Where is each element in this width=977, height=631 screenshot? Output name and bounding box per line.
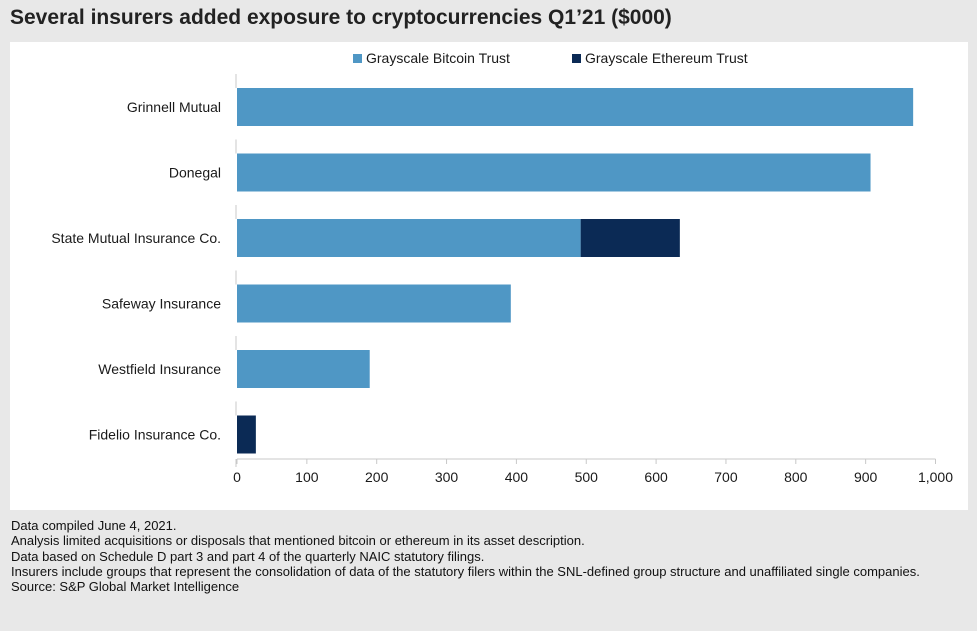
x-tick-label-5: 500 [575, 469, 599, 485]
bar-1-2 [580, 219, 680, 257]
bar-0-2 [237, 219, 581, 257]
x-tick-label-9: 900 [854, 469, 878, 485]
category-label-0: Grinnell Mutual [127, 99, 221, 115]
bar-0-3 [237, 284, 511, 323]
bar-0-4 [237, 350, 370, 388]
note-source: Source: S&P Global Market Intelligence [11, 579, 240, 595]
chart-title: Several insurers added exposure to crypt… [10, 6, 672, 29]
bar-0-0 [237, 88, 914, 126]
category-label-2: State Mutual Insurance Co. [51, 230, 221, 246]
legend-label-0: Grayscale Bitcoin Trust [366, 50, 510, 66]
x-tick-label-2: 200 [365, 469, 389, 485]
category-label-3: Safeway Insurance [102, 296, 221, 312]
x-tick-label-4: 400 [505, 469, 529, 485]
category-label-5: Fidelio Insurance Co. [89, 427, 221, 443]
bar-chart: Grayscale Bitcoin Trust Grayscale Ethereu… [51, 50, 953, 485]
x-tick-label-7: 700 [714, 469, 738, 485]
category-label-1: Donegal [169, 165, 221, 181]
legend-swatch-0 [353, 54, 362, 63]
note-date: Data compiled June 4, 2021. [11, 518, 177, 533]
category-label-4: Westfield Insurance [98, 361, 221, 377]
bar-1-5 [237, 415, 256, 454]
x-tick-label-0: 0 [233, 469, 241, 485]
chart-notes: Data compiled June 4, 2021. Analysis lim… [11, 518, 961, 594]
x-tick-label-6: 600 [644, 469, 668, 485]
chart-panel: Grayscale Bitcoin Trust Grayscale Ethereu… [10, 42, 968, 510]
note-groups: Insurers include groups that represent t… [11, 563, 920, 579]
x-tick-label-10: 1,000 [918, 469, 953, 485]
x-tick-label-3: 300 [435, 469, 459, 485]
x-tick-label-8: 800 [784, 469, 808, 485]
legend-swatch-1 [572, 54, 581, 63]
legend-label-1: Grayscale Ethereum Trust [585, 50, 748, 66]
bar-0-1 [237, 153, 871, 192]
note-data-basis: Data based on Schedule D part 3 and part… [11, 548, 485, 564]
note-scope: Analysis limited acquisitions or disposa… [11, 533, 585, 549]
x-tick-label-1: 100 [295, 469, 319, 485]
